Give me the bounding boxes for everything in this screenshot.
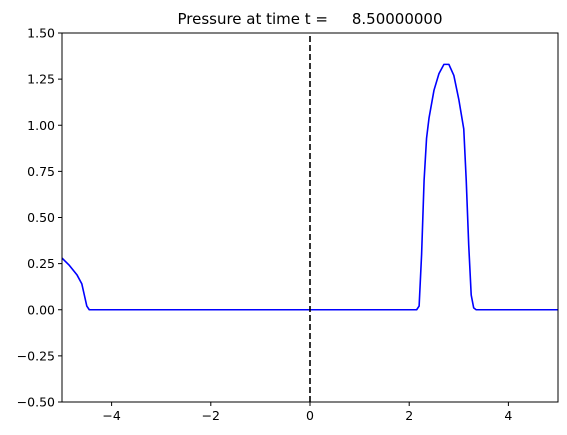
tick-layer: −4 −2 0 2 4 −0.50 −0.25 0.00 0.25 0.50 0.75 1.00 1.2… xyxy=(17,26,513,424)
y-tick-label: 0.00 xyxy=(27,302,55,317)
y-tick-label: 0.25 xyxy=(27,256,55,271)
x-tick-label: −4 xyxy=(102,408,120,423)
y-tick-label: 1.50 xyxy=(27,26,55,41)
y-tick-label: −0.25 xyxy=(17,348,55,363)
series-layer xyxy=(61,33,558,402)
plot-area-frame xyxy=(61,32,559,403)
y-tick-label: 0.50 xyxy=(27,210,55,225)
y-tick-label: −0.50 xyxy=(17,395,55,410)
x-tick-label: −2 xyxy=(202,408,220,423)
pressure-line xyxy=(61,63,558,311)
x-tick-label: 2 xyxy=(405,408,413,423)
y-tick-label: 0.75 xyxy=(27,164,55,179)
y-tick-label: 1.25 xyxy=(27,72,55,87)
y-tick-label: 1.00 xyxy=(27,118,55,133)
x-tick-label: 0 xyxy=(306,408,314,423)
x-tick-label: 4 xyxy=(504,408,512,423)
chart-title: Pressure at time t = 8.50000000 xyxy=(177,10,442,28)
